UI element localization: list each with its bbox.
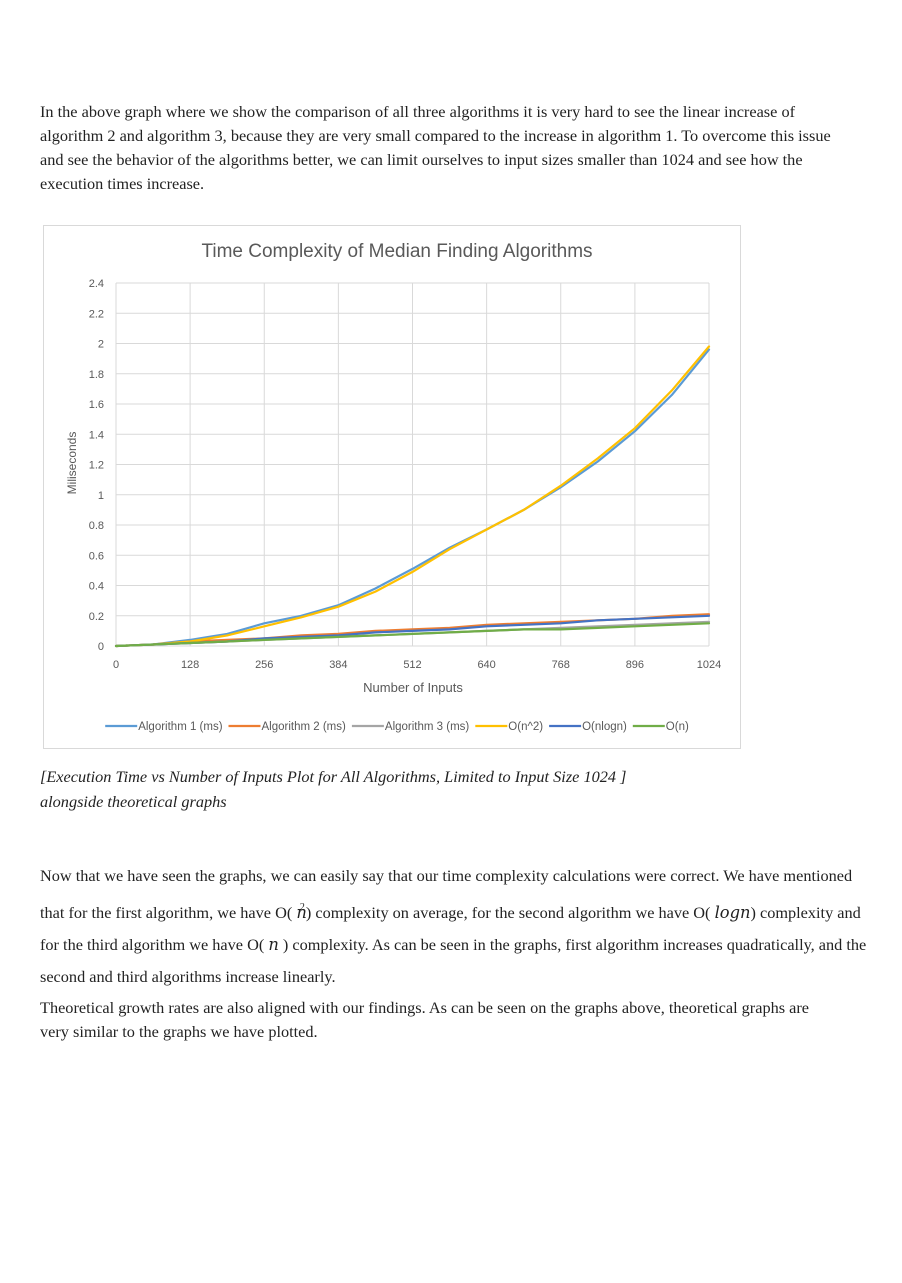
series-lines — [114, 345, 711, 648]
y-tick-label: 2.4 — [89, 278, 104, 290]
y-tick-label: 0.8 — [89, 520, 104, 532]
y-tick-label: 0.2 — [89, 611, 104, 623]
math-logn: logn — [714, 903, 751, 922]
theoretical-paragraph: Theoretical growth rates are also aligne… — [40, 998, 810, 1041]
y-tick-label: 0.4 — [89, 581, 104, 593]
figure-caption: [Execution Time vs Number of Inputs Plot… — [40, 764, 840, 814]
series-line — [114, 622, 711, 648]
axes: 0 0.2 0.4 0.6 0.8 1 1.2 1.4 1.6 1.8 2 2.2 2.4 0 128 256… — [89, 278, 722, 671]
chart-title: Time Complexity of Median Finding Algori… — [201, 241, 592, 262]
conclusion-text-4: ) complexity. As can be seen in the grap… — [40, 935, 867, 986]
legend-label: O(nlogn) — [582, 721, 627, 733]
legend-entry: Algorithm 2 (ms) — [228, 721, 347, 733]
y-tick-label: 2.2 — [89, 308, 104, 320]
x-axis-label: Number of Inputs — [363, 680, 463, 695]
gridlines — [115, 282, 710, 647]
legend-entry: O(n) — [632, 721, 689, 733]
y-tick-label: 1.6 — [89, 399, 104, 411]
legend-entry: Algorithm 1 (ms) — [105, 721, 223, 733]
line-chart: Time Complexity of Median Finding Algori… — [65, 241, 722, 733]
x-tick-label: 1024 — [697, 659, 721, 671]
caption-line-1: [Execution Time vs Number of Inputs Plot… — [40, 767, 627, 786]
y-axis-label: Miliseconds — [65, 432, 79, 495]
legend-entry: O(n^2) — [475, 721, 543, 733]
math-n: n — [268, 935, 279, 954]
legend-label: Algorithm 3 (ms) — [385, 721, 470, 733]
y-tick-label: 0 — [98, 641, 104, 653]
x-tick-label: 384 — [329, 659, 347, 671]
y-tick-label: 0.6 — [89, 550, 104, 562]
legend-label: Algorithm 2 (ms) — [262, 721, 347, 733]
conclusion-text-1: Now that we have seen the graphs, we can… — [40, 866, 853, 922]
chart-container: Time Complexity of Median Finding Algori… — [43, 225, 741, 749]
legend-entry: O(nlogn) — [549, 721, 627, 733]
y-tick-label: 1.4 — [89, 429, 104, 441]
x-tick-label: 128 — [181, 659, 199, 671]
math-exponent: 2 — [299, 902, 305, 913]
x-tick-label: 896 — [626, 659, 644, 671]
x-tick-label: 0 — [113, 659, 119, 671]
x-tick-label: 768 — [552, 659, 570, 671]
conclusion-text-3: ) complexity and for the third algorithm… — [40, 903, 861, 954]
y-tick-label: 1.8 — [89, 369, 104, 381]
intro-paragraph: In the above graph where we show the com… — [40, 102, 831, 193]
legend-label: O(n^2) — [508, 721, 543, 733]
x-tick-label: 256 — [255, 659, 273, 671]
x-tick-label: 640 — [477, 659, 495, 671]
y-tick-label: 1.2 — [89, 460, 104, 472]
series-line — [114, 348, 711, 648]
math-n-squared: n — [296, 903, 307, 922]
legend: Algorithm 1 (ms) Algorithm 2 (ms) Algorith… — [105, 721, 689, 733]
y-tick-label: 1 — [98, 490, 104, 502]
conclusion-text-2: ) complexity on average, for the second … — [305, 903, 711, 922]
legend-label: O(n) — [666, 721, 689, 733]
legend-entry: Algorithm 3 (ms) — [351, 721, 470, 733]
conclusion-paragraph: Now that we have seen the graphs, we can… — [40, 860, 870, 993]
x-tick-label: 512 — [403, 659, 421, 671]
caption-line-2: alongside theoretical graphs — [40, 792, 227, 811]
legend-label: Algorithm 1 (ms) — [138, 721, 223, 733]
y-tick-label: 2 — [98, 339, 104, 351]
series-line — [114, 345, 711, 648]
